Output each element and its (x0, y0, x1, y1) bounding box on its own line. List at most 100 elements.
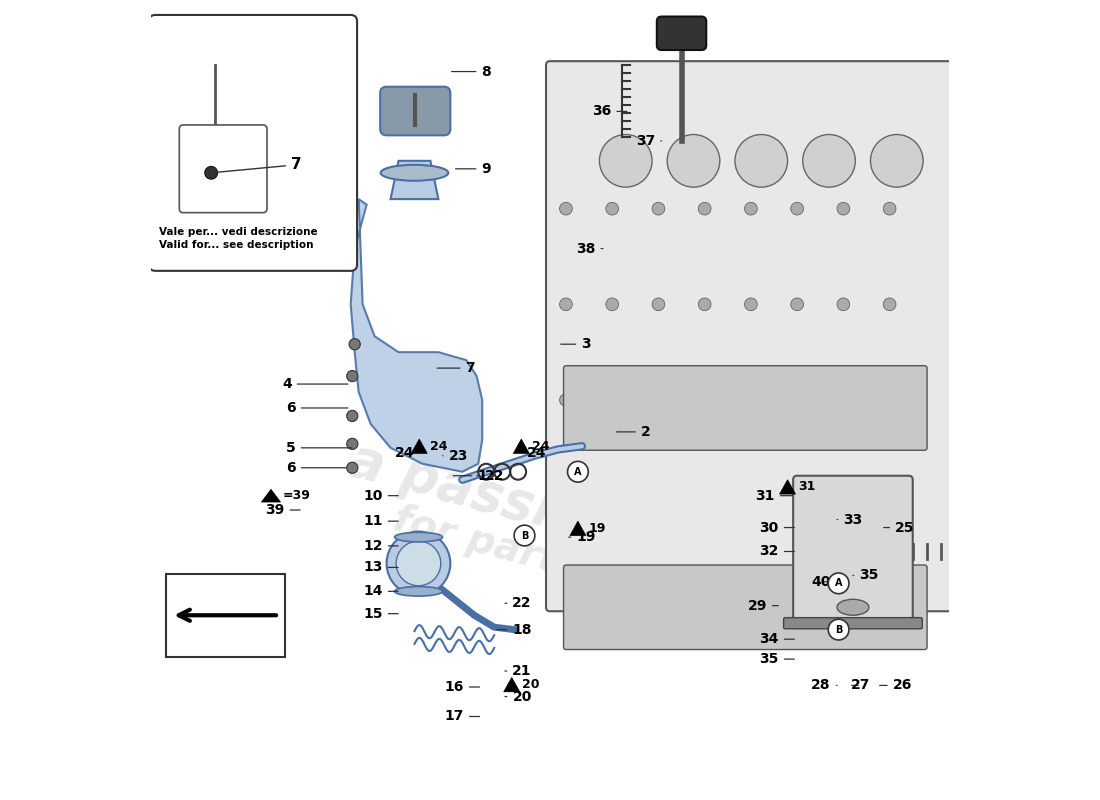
Text: Valid for... see description: Valid for... see description (160, 240, 314, 250)
Text: 34: 34 (759, 632, 794, 646)
Ellipse shape (837, 599, 869, 615)
Text: 40: 40 (812, 574, 830, 589)
Circle shape (606, 202, 618, 215)
Circle shape (346, 410, 358, 422)
Circle shape (652, 202, 664, 215)
Text: 31: 31 (756, 489, 793, 502)
Text: 16: 16 (444, 680, 480, 694)
Circle shape (870, 134, 923, 187)
Text: 8: 8 (451, 65, 491, 78)
Circle shape (386, 531, 450, 595)
Text: 20: 20 (522, 678, 540, 691)
Text: 12: 12 (363, 539, 398, 553)
Text: B: B (520, 530, 528, 541)
Text: 4: 4 (282, 377, 348, 391)
Polygon shape (262, 490, 280, 502)
Text: 24: 24 (531, 440, 549, 453)
FancyBboxPatch shape (166, 574, 285, 657)
Circle shape (837, 394, 850, 406)
Text: 22: 22 (476, 469, 504, 482)
Circle shape (606, 394, 618, 406)
FancyBboxPatch shape (657, 17, 706, 50)
FancyBboxPatch shape (563, 565, 927, 650)
Polygon shape (351, 199, 482, 472)
Text: 32: 32 (759, 545, 794, 558)
Circle shape (698, 298, 711, 310)
Text: 29: 29 (748, 598, 779, 613)
Circle shape (803, 134, 856, 187)
FancyBboxPatch shape (148, 15, 358, 271)
Circle shape (346, 462, 358, 474)
Circle shape (349, 338, 361, 350)
Text: 38: 38 (576, 242, 603, 255)
Text: 13: 13 (363, 561, 398, 574)
Polygon shape (514, 439, 529, 454)
Text: Vale per... vedi descrizione: Vale per... vedi descrizione (160, 226, 318, 237)
Polygon shape (504, 678, 519, 692)
Circle shape (883, 298, 896, 310)
Text: 11: 11 (363, 514, 398, 528)
Text: 30: 30 (760, 521, 794, 534)
Text: 7: 7 (213, 158, 301, 173)
Circle shape (698, 202, 711, 215)
Text: a passion: a passion (343, 434, 629, 558)
Circle shape (568, 462, 588, 482)
Circle shape (791, 298, 803, 310)
FancyBboxPatch shape (546, 61, 953, 611)
Circle shape (828, 573, 849, 594)
Circle shape (883, 394, 896, 406)
Text: 39: 39 (265, 503, 300, 517)
Text: 6: 6 (286, 461, 346, 474)
Text: 14: 14 (363, 584, 398, 598)
Text: 21: 21 (505, 664, 531, 678)
Text: 26: 26 (880, 678, 912, 693)
FancyBboxPatch shape (563, 366, 927, 450)
Text: =39: =39 (283, 489, 311, 502)
Circle shape (828, 619, 849, 640)
Circle shape (745, 298, 757, 310)
FancyBboxPatch shape (179, 125, 267, 213)
Text: 6: 6 (286, 401, 348, 415)
Text: for parts: for parts (389, 500, 583, 586)
Circle shape (205, 166, 218, 179)
Circle shape (652, 394, 664, 406)
Ellipse shape (381, 165, 449, 181)
Text: 24: 24 (395, 446, 422, 461)
Text: 35: 35 (852, 568, 879, 582)
Text: 7: 7 (437, 361, 475, 375)
Text: 35: 35 (759, 652, 794, 666)
FancyBboxPatch shape (793, 476, 913, 627)
Text: 23: 23 (443, 449, 468, 463)
Text: 10: 10 (363, 489, 398, 502)
Text: 3: 3 (561, 337, 591, 351)
Circle shape (514, 525, 535, 546)
Circle shape (606, 298, 618, 310)
Text: B: B (835, 625, 843, 634)
Text: 9: 9 (455, 162, 491, 176)
Text: A: A (835, 578, 843, 588)
Circle shape (668, 134, 719, 187)
Text: 37: 37 (636, 134, 661, 148)
Text: 25: 25 (883, 521, 914, 534)
Text: 31: 31 (798, 480, 815, 494)
Circle shape (883, 202, 896, 215)
Circle shape (791, 202, 803, 215)
Circle shape (745, 202, 757, 215)
FancyBboxPatch shape (783, 618, 922, 629)
Text: ferrari: ferrari (620, 252, 830, 309)
Circle shape (735, 134, 788, 187)
Text: 28: 28 (812, 678, 837, 693)
Text: A: A (574, 466, 582, 477)
Text: 24: 24 (519, 446, 547, 461)
Text: 19: 19 (588, 522, 606, 535)
Circle shape (652, 298, 664, 310)
Circle shape (837, 202, 850, 215)
Ellipse shape (395, 586, 442, 596)
Circle shape (560, 202, 572, 215)
Circle shape (346, 438, 358, 450)
Text: 1: 1 (453, 469, 487, 482)
Text: 17: 17 (444, 710, 480, 723)
Text: 20: 20 (505, 690, 531, 703)
Text: 33: 33 (837, 513, 862, 526)
Ellipse shape (395, 532, 442, 542)
